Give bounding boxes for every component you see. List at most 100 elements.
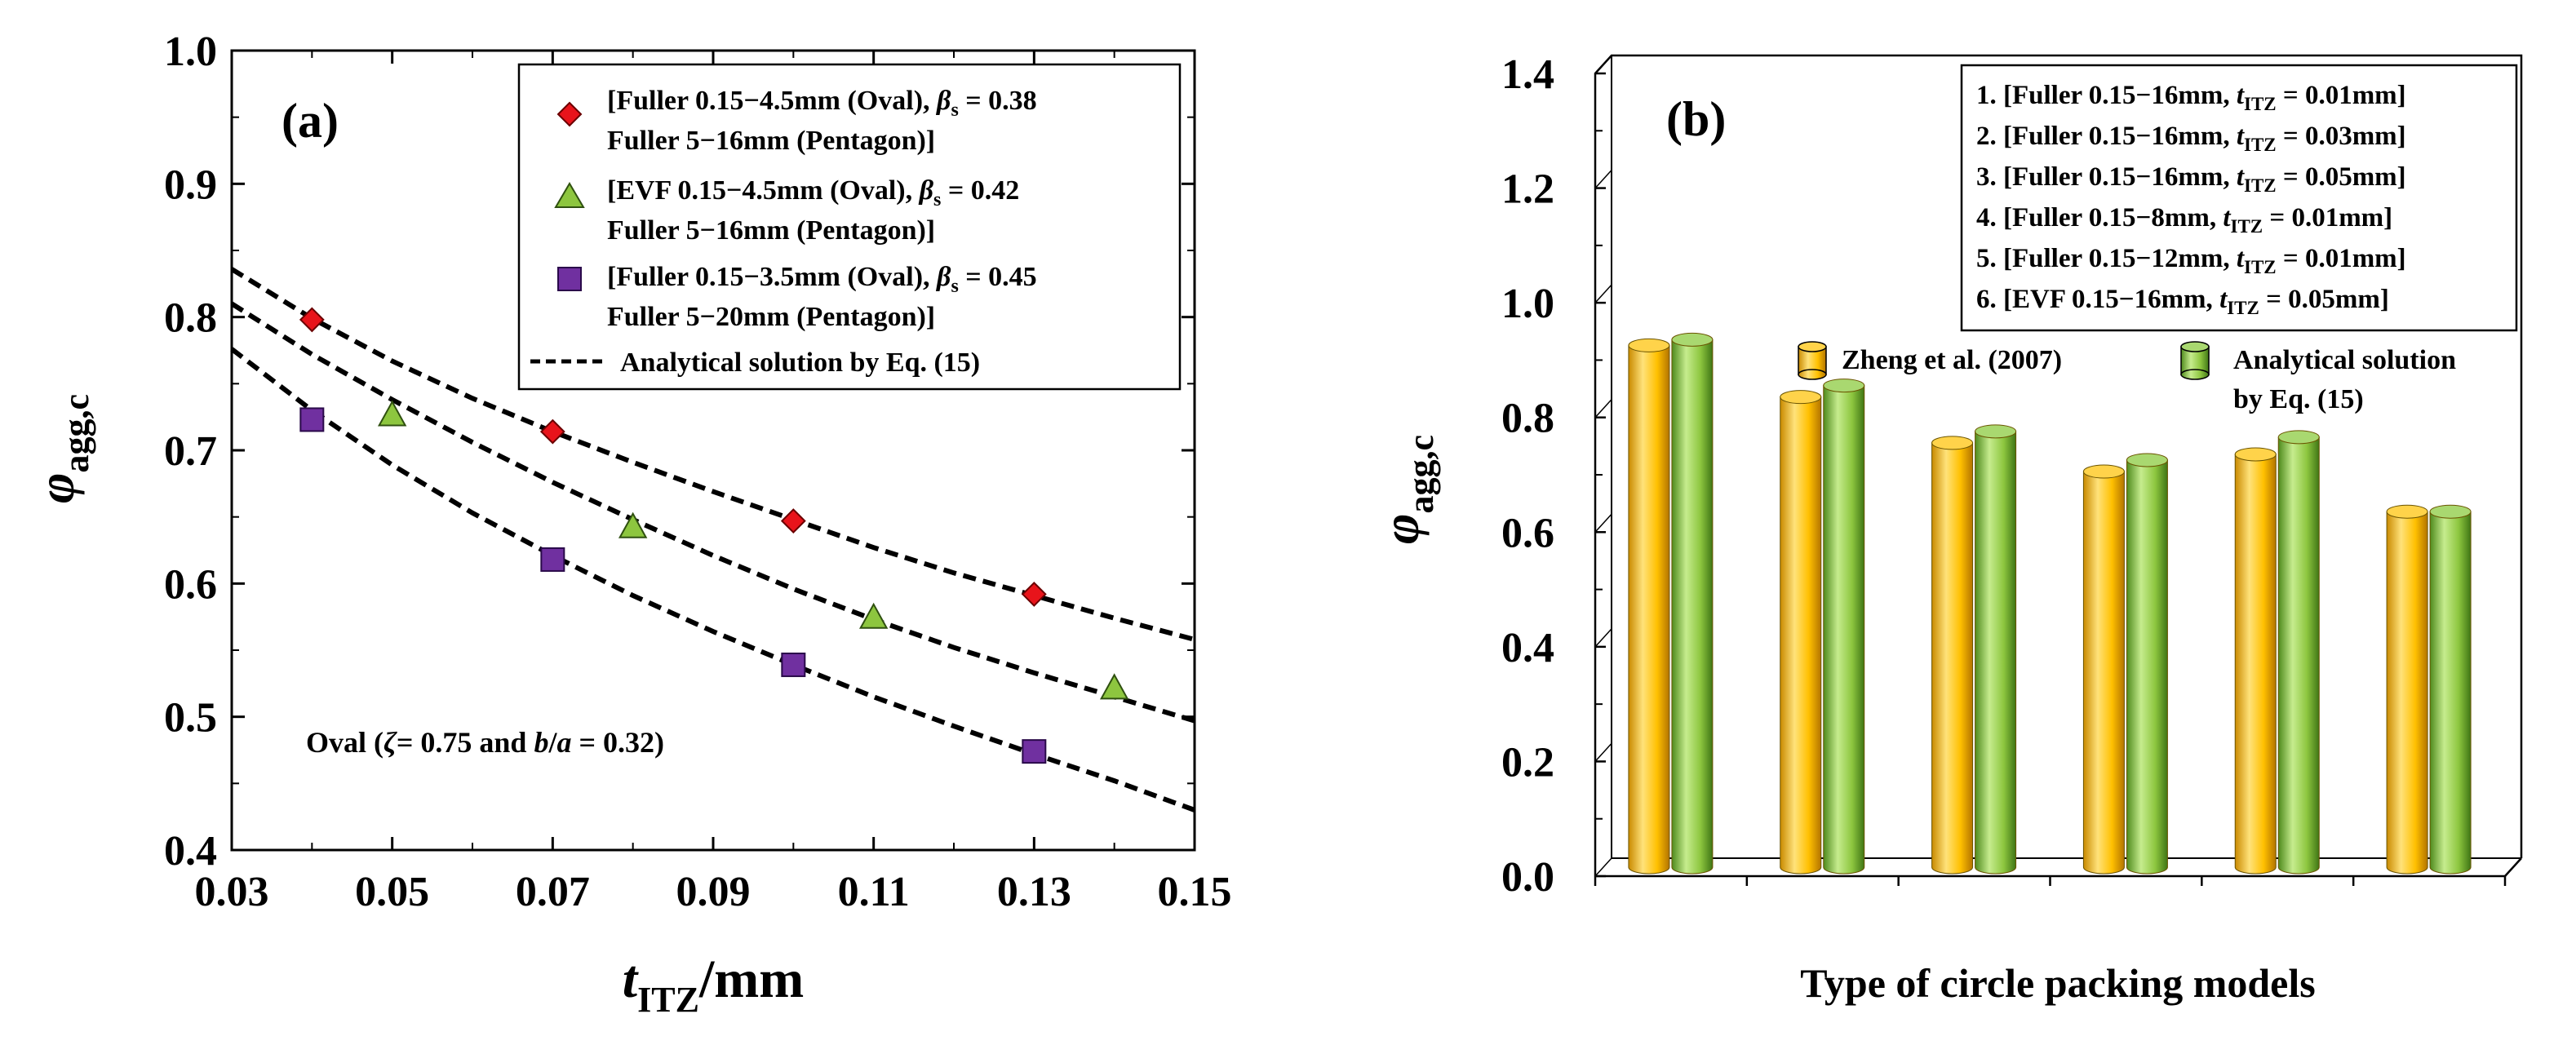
data-point-triangle (618, 511, 648, 538)
legend-entry-fuller-oval-045-line2: Fuller 5−20mm (Pentagon)] (607, 302, 935, 332)
panel-a-chart: 0.40.50.60.70.80.91.0 0.03 0.05 0.07 0.09 0.… (27, 29, 1232, 1020)
bar-cap (1780, 390, 1822, 405)
case-item-1: 1. [Fuller 0.15−16mm, tITZ = 0.01mm] (1976, 81, 2406, 114)
data-point-triangle (1099, 673, 1129, 700)
legend-marker-diamond (556, 101, 583, 127)
y-tick-depth (1594, 628, 1612, 648)
data-point-diamond (1021, 581, 1047, 607)
panel-a-legend: [Fuller 0.15−4.5mm (Oval), βs = 0.38 Ful… (517, 63, 1182, 391)
bar-body (1931, 442, 1974, 875)
bar-cap (1671, 332, 1714, 347)
bar-analytical (1975, 424, 2017, 875)
case-item-4: 4. [Fuller 0.15−8mm, tITZ = 0.01mm] (1976, 203, 2392, 237)
y-tick-label: 0.8 (164, 295, 217, 342)
bar-cap (2234, 447, 2277, 462)
bar-cap (1931, 436, 1974, 450)
x-tick-label: 0.03 (195, 869, 269, 915)
y-tick-depth (1594, 399, 1612, 418)
legend-entry-zheng: Zheng et al. (2007) (1842, 345, 2062, 375)
x-tick-label: 0.13 (997, 869, 1071, 915)
y-tick-label: 0.7 (164, 428, 217, 475)
analytical-curve-2 (230, 301, 1195, 724)
panel-b-x-ticks (1594, 876, 2507, 886)
case-item-6: 6. [EVF 0.15−16mm, tITZ = 0.05mm] (1976, 285, 2389, 318)
bar-cap (1975, 424, 2017, 439)
case-item-3: 3. [Fuller 0.15−16mm, tITZ = 0.05mm] (1976, 162, 2406, 196)
y-tick-label: 0.2 (1501, 739, 1554, 786)
bar-body (2277, 436, 2320, 875)
bar-zheng-2007 (1628, 338, 1670, 875)
x-tick-label: 0.07 (516, 869, 590, 915)
bar-cap (2277, 430, 2320, 445)
legend-marker-analytical (2180, 341, 2210, 380)
bar-body (2429, 511, 2472, 875)
y-tick-label: 0.6 (164, 561, 217, 608)
y-tick-label: 0.8 (1501, 396, 1554, 442)
bar-cap (1823, 379, 1865, 393)
data-point-triangle (377, 400, 407, 427)
x-tick-label: 0.15 (1158, 869, 1232, 915)
legend-marker-square (557, 267, 582, 291)
data-point-diamond (539, 418, 565, 445)
panel-b-label: (b) (1666, 92, 1726, 146)
panel-b-legend: Zheng et al. (2007) Analytical solution … (1798, 341, 2456, 414)
panel-b-x-axis-label: Type of circle packing models (1800, 960, 2315, 1006)
legend-entry-evf-oval-042-line2: Fuller 5−16mm (Pentagon)] (607, 215, 935, 246)
data-point-triangle (858, 602, 889, 629)
y-tick-depth (1594, 55, 1612, 74)
panel-a-x-ticks: 0.03 0.05 0.07 0.09 0.11 0.13 0.15 (195, 51, 1232, 915)
data-point-diamond (299, 307, 325, 333)
bar-body (1780, 396, 1822, 875)
case-list-box (1960, 64, 2518, 332)
bar-body (2082, 471, 2125, 875)
legend-entry-analytical-line1: Analytical solution (2233, 345, 2456, 375)
bar-analytical (2126, 453, 2168, 875)
y-tick-label: 0.5 (164, 695, 217, 742)
data-point-square (540, 547, 565, 572)
y-tick-label: 1.4 (1501, 51, 1554, 98)
y-tick-depth (1594, 742, 1612, 762)
data-point-diamond (780, 508, 806, 534)
bar-zheng-2007 (2386, 504, 2428, 875)
legend-entry-fuller-oval-045: [Fuller 0.15−3.5mm (Oval), βs = 0.45 (607, 262, 1037, 297)
data-point-square (299, 407, 325, 432)
bar-zheng-2007 (1780, 390, 1822, 875)
bar-body (1823, 385, 1865, 875)
bar-cap (1628, 338, 1670, 352)
legend-entry-analytical-line2: by Eq. (15) (2233, 384, 2364, 414)
panel-b-y-axis-label: φagg,c (1372, 435, 1441, 544)
bar-analytical (1671, 332, 1714, 875)
panel-a-annotation: Oval (ζ= 0.75 and b/a = 0.32) (306, 726, 664, 759)
bar-cap (2386, 504, 2428, 519)
panel-a-x-axis-label: tITZ/mm (623, 950, 804, 1020)
bar-cap (2429, 504, 2472, 519)
x-tick-label: 0.11 (838, 869, 910, 915)
y-tick-depth (1594, 857, 1612, 877)
y-tick-label: 0.6 (1501, 510, 1554, 556)
bar-analytical (1823, 379, 1865, 875)
y-tick-label: 1.2 (1501, 166, 1554, 213)
bar-body (2386, 511, 2428, 875)
case-item-5: 5. [Fuller 0.15−12mm, tITZ = 0.01mm] (1976, 244, 2406, 277)
y-tick-label: 0.4 (164, 828, 217, 875)
bar-body (1975, 431, 2017, 875)
bar-cap (2126, 453, 2168, 467)
legend-box (517, 63, 1182, 391)
bar-zheng-2007 (2082, 464, 2125, 875)
legend-marker-zheng (1798, 341, 1827, 380)
bar-zheng-2007 (1931, 436, 1974, 875)
legend-entry-evf-oval-042: [EVF 0.15−4.5mm (Oval), βs = 0.42 (607, 175, 1019, 210)
bar-body (2126, 459, 2168, 875)
legend-entry-fuller-oval-038: [Fuller 0.15−4.5mm (Oval), βs = 0.38 (607, 86, 1037, 121)
panel-a-data-markers (299, 307, 1129, 764)
y-tick-depth (1594, 284, 1612, 303)
y-tick-label: 0.4 (1501, 625, 1554, 671)
case-item-2: 2. [Fuller 0.15−16mm, tITZ = 0.03mm] (1976, 122, 2406, 155)
panel-b-bars (1628, 332, 2472, 875)
bar-cap (2082, 464, 2125, 479)
panel-a-y-axis-label: φagg,c (27, 394, 96, 503)
legend-marker-triangle (554, 182, 585, 208)
plot-b-floor-right (2504, 857, 2522, 877)
y-tick-label: 1.0 (164, 29, 217, 75)
